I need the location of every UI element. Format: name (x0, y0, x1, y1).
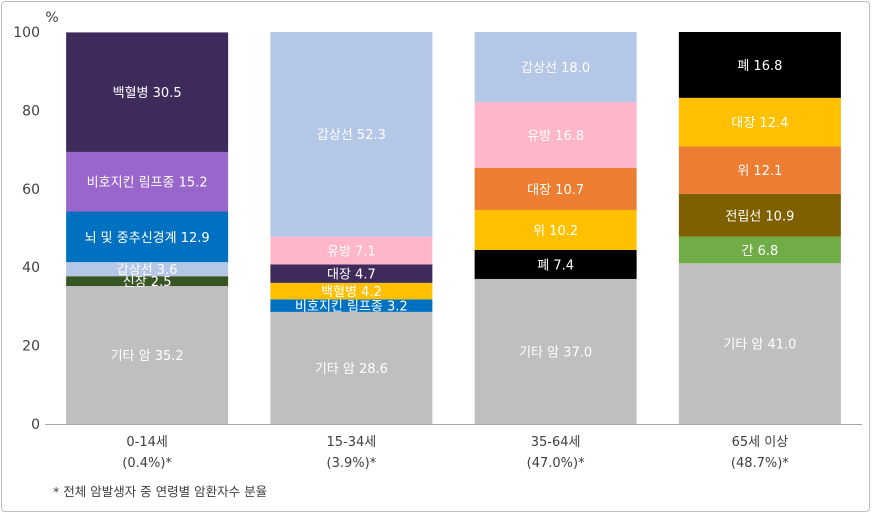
bar-segment-label: 백혈병 30.5 (113, 86, 182, 101)
bar-segment (270, 299, 433, 312)
bar-segment-label: 신장 2.5 (123, 275, 172, 290)
bar-segment (66, 32, 229, 152)
bar-segment (678, 236, 841, 264)
y-tick-label: 100 (13, 25, 40, 41)
x-category-share: (0.4%)* (122, 456, 172, 471)
bar-segment (66, 262, 229, 277)
bar-segment (66, 151, 229, 212)
bar-segment-label: 위 10.2 (533, 224, 578, 239)
x-axis-labels: 0-14세 (0.4%)* 15-34세 (3.9%)* 35-64세 (47.0%)* 6… (122, 435, 789, 471)
bar-segment (474, 249, 637, 279)
bar-segment (474, 209, 637, 250)
bar-segment-label: 비호지킨 림프종 15.2 (87, 176, 208, 191)
x-category-label: 15-34세 (327, 435, 377, 450)
bar-segment (474, 168, 637, 210)
bar-segment (678, 97, 841, 147)
bar-stack: 기타 암 41.0 간 6.8 전립선 10.9 위 12.1 대장 12.4 폐 16.… (678, 32, 841, 424)
bar-stack: 기타 암 37.0 폐 7.4 위 10.2 대장 10.7 유방 16.8 갑상선 18… (474, 32, 637, 424)
bar-segment (270, 264, 433, 283)
bar-segment (66, 211, 229, 263)
bar-segment-label: 기타 암 41.0 (723, 338, 796, 353)
bar-segment (678, 146, 841, 194)
y-tick-label: 60 (22, 182, 40, 198)
bar-segment (474, 278, 637, 424)
y-axis-ticks: 0 20 40 60 80 100 (13, 25, 40, 433)
bar-segment-label: 전립선 10.9 (725, 209, 794, 224)
bar-segment (678, 32, 841, 98)
bar-segment (270, 311, 433, 424)
y-tick-label: 80 (22, 103, 40, 119)
bar-segment-label: 기타 암 37.0 (519, 345, 592, 360)
bar-segment-label: 갑상선 3.6 (117, 263, 178, 278)
bar-segment-label: 폐 7.4 (537, 258, 574, 273)
bar-segment (66, 286, 229, 424)
bar-segment (678, 193, 841, 237)
bar-segment-label: 폐 16.8 (737, 59, 782, 74)
bar-segment-label: 대장 12.4 (731, 116, 788, 131)
y-tick-label: 0 (31, 417, 40, 433)
bar-segment-label: 유방 7.1 (327, 245, 376, 260)
bar-segment (474, 102, 637, 169)
x-category-label: 35-64세 (531, 435, 581, 450)
bar-segment-label: 갑상선 52.3 (317, 128, 386, 143)
y-tick-label: 40 (22, 260, 40, 276)
y-axis-unit: % (45, 10, 58, 26)
bar-segment-label: 갑상선 18.0 (521, 61, 590, 76)
bar-segment-label: 위 12.1 (737, 164, 782, 179)
bar-segment-label: 유방 16.8 (527, 129, 584, 144)
bar-segment (270, 32, 433, 237)
bar-segment-label: 비호지킨 림프종 3.2 (295, 300, 408, 315)
footnote: * 전체 암발생자 중 연령별 암환자수 분율 (53, 484, 267, 499)
bar-segment-label: 기타 암 35.2 (111, 349, 184, 364)
bar-segment (270, 282, 433, 300)
y-tick-label: 20 (22, 339, 40, 355)
bar-segment-label: 기타 암 28.6 (315, 362, 388, 377)
x-category-share: (3.9%)* (327, 456, 377, 471)
x-category-label: 65세 이상 (732, 435, 789, 450)
x-category-share: (48.7%)* (731, 456, 789, 471)
bar-segment (678, 263, 841, 424)
bar-segment-label: 백혈병 4.2 (321, 285, 382, 300)
bar-segment-label: 대장 4.7 (327, 268, 376, 283)
bar-segment-label: 간 6.8 (741, 244, 778, 259)
bar-segment-label: 대장 10.7 (527, 183, 584, 198)
bar-segment-label: 뇌 및 중추신경계 12.9 (85, 231, 210, 246)
bar-segment (270, 236, 433, 265)
x-category-share: (47.0%)* (527, 456, 585, 471)
x-category-label: 0-14세 (126, 435, 167, 450)
bar-segment (66, 276, 229, 287)
bar-segment (474, 32, 637, 103)
